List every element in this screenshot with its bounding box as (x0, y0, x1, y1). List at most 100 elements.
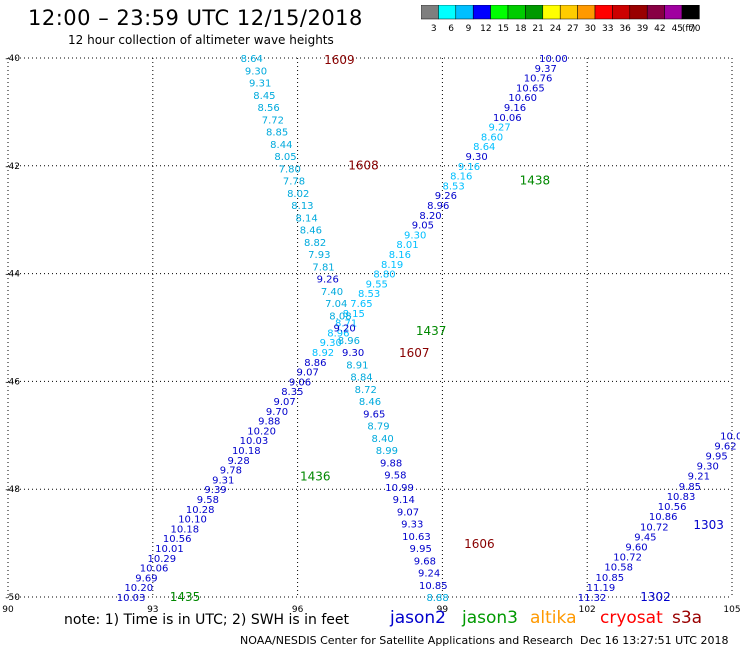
wave-height-label: 9.95 (705, 452, 727, 463)
legend-swatch (681, 5, 700, 20)
wave-height-label: 8.16 (450, 172, 472, 183)
longitude-tick-label: 90 (2, 605, 14, 615)
wave-height-label: 9.69 (135, 573, 157, 584)
pass-time-label: 1437 (416, 324, 447, 338)
wave-height-label: 8.96 (327, 328, 349, 339)
wave-height-label: 8.96 (427, 201, 449, 212)
wave-height-label: 10.18 (232, 446, 261, 457)
pass-time-label: 1608 (348, 159, 379, 173)
wave-height-label: 10.29 (147, 554, 176, 565)
wave-height-label: 11.19 (587, 583, 616, 594)
pass-time-label: 1436 (300, 470, 331, 484)
wave-height-label: 8.82 (304, 238, 326, 249)
wave-height-label: 8.92 (312, 348, 334, 359)
wave-height-label: 9.70 (266, 407, 288, 418)
longitude-tick-label: 96 (292, 605, 304, 615)
wave-height-label: 9.88 (258, 417, 280, 428)
wave-height-label: 10.60 (508, 93, 537, 104)
wave-height-label: 8.86 (304, 358, 326, 369)
wave-height-label: 8.99 (376, 446, 398, 457)
wave-height-label: 7.04 (325, 299, 347, 310)
wave-height-label: 9.16 (458, 162, 480, 173)
legend-tick-label: 39 (637, 24, 649, 34)
satellite-legend-item: cryosat (600, 608, 663, 628)
wave-height-label: 8.56 (258, 103, 280, 114)
wave-height-label: 8.60 (481, 132, 503, 143)
wave-height-label: 9.39 (204, 485, 226, 496)
wave-height-label: 7.65 (350, 299, 372, 310)
legend-tick-label: 45 (672, 24, 683, 34)
wave-height-label: 8.79 (367, 422, 389, 433)
wave-height-label: 8.53 (358, 289, 380, 300)
wave-height-label: 9.55 (366, 279, 388, 290)
wave-height-label: 8.64 (473, 142, 495, 153)
wave-height-label: 10.00 (720, 431, 740, 442)
wave-height-label: 8.45 (253, 91, 275, 102)
legend-tick-label: 36 (619, 24, 631, 34)
wave-height-label: 9.26 (317, 275, 339, 286)
legend-tick-label: 70 (689, 24, 701, 34)
legend-unit: (ft) (682, 24, 696, 34)
wave-height-label: 10.20 (124, 583, 153, 594)
wave-height-label: 10.56 (658, 502, 687, 513)
legend-tick-label: 3 (431, 24, 437, 34)
wave-height-label: 9.85 (679, 482, 701, 493)
pass-time-label: 1302 (640, 590, 671, 604)
wave-height-label: 9.78 (220, 466, 242, 477)
wave-height-label: 9.37 (535, 64, 557, 75)
wave-height-label: 10.06 (493, 113, 522, 124)
wave-height-label: 8.85 (266, 128, 288, 139)
wave-height-label: 8.96 (338, 336, 360, 347)
wave-height-label: 8.05 (274, 152, 296, 163)
latitude-tick-label: -40 (5, 54, 20, 64)
wave-height-label: 10.00 (539, 54, 568, 65)
wave-height-label: 10.63 (402, 532, 431, 543)
wave-height-label: 9.20 (334, 324, 356, 335)
wave-height-label: 10.01 (155, 544, 184, 555)
wave-height-label: 10.85 (596, 573, 625, 584)
wave-height-label: 9.07 (397, 507, 419, 518)
wave-height-label: 9.14 (393, 495, 415, 506)
wave-height-label: 9.07 (297, 368, 319, 379)
wave-height-label: 8.44 (270, 140, 292, 151)
satellite-legend-item: s3a (672, 608, 703, 628)
wave-height-label: 8.14 (296, 213, 318, 224)
wave-height-label: 8.84 (350, 373, 372, 384)
wave-height-label: 8.46 (359, 397, 381, 408)
wave-height-label: 10.76 (524, 74, 553, 85)
satellite-legend-item: jason3 (462, 608, 518, 628)
pass-time-label: 1607 (399, 346, 430, 360)
longitude-tick-label: 93 (147, 605, 158, 615)
wave-height-label: 8.02 (287, 189, 309, 200)
wave-height-label: 8.13 (291, 201, 313, 212)
legend-tick-label: 24 (550, 24, 562, 34)
wave-height-label: 10.86 (649, 512, 678, 523)
wave-height-label: 9.30 (320, 338, 342, 349)
legend-tick-label: 9 (466, 24, 472, 34)
latitude-tick-label: -46 (5, 377, 20, 387)
wave-height-label: 9.95 (410, 544, 432, 555)
wave-height-label: 10.03 (117, 593, 146, 604)
wave-height-label: 10.56 (163, 534, 192, 545)
legend-tick-label: 27 (567, 24, 578, 34)
legend-tick-label: 42 (654, 24, 665, 34)
wave-height-label: 8.20 (419, 211, 441, 222)
latitude-tick-label: -48 (5, 485, 20, 495)
wave-height-label: 10.99 (385, 483, 414, 494)
wave-height-label: 9.62 (714, 441, 736, 452)
satellite-legend-item: altika (530, 608, 577, 628)
wave-height-label: 9.26 (435, 191, 457, 202)
credit-line: NOAA/NESDIS Center for Satellite Applica… (240, 634, 574, 647)
wave-height-label: 8.35 (281, 387, 303, 398)
wave-height-label: 8.91 (346, 360, 368, 371)
wave-height-label: 9.05 (412, 221, 434, 232)
wave-height-label: 9.31 (249, 79, 271, 90)
wave-height-label: 9.28 (227, 456, 249, 467)
wave-height-label: 9.58 (384, 471, 406, 482)
wave-height-label: 10.83 (667, 492, 696, 503)
latitude-tick-label: -42 (5, 162, 20, 172)
wave-height-label: 8.16 (389, 250, 411, 261)
wave-height-label: 9.68 (414, 556, 436, 567)
wave-height-label: 8.80 (373, 270, 395, 281)
